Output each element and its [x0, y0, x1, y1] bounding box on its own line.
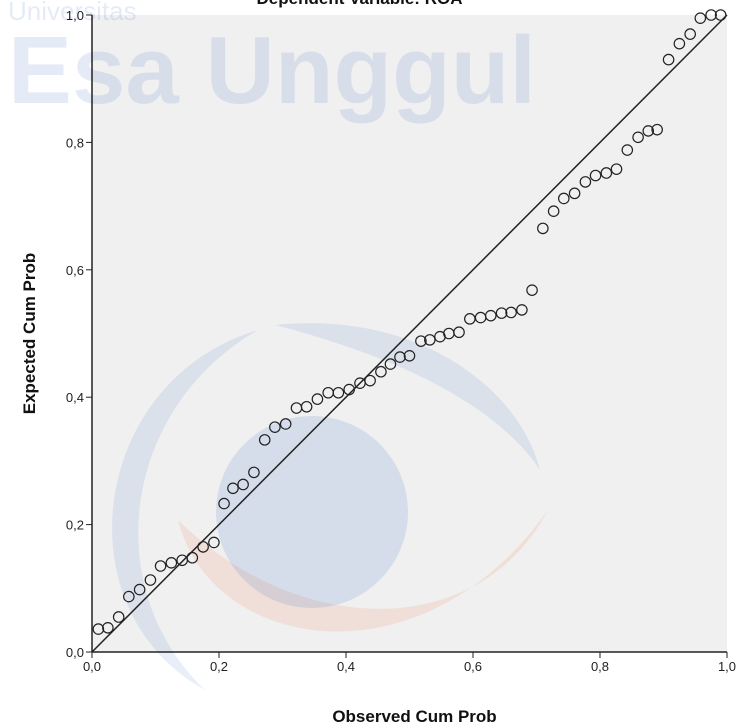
data-point	[92, 623, 105, 635]
data-point	[154, 560, 167, 572]
data-point	[495, 307, 508, 319]
data-point	[651, 123, 663, 136]
data-point	[332, 386, 345, 399]
x-tick-label: 0,2	[210, 659, 228, 674]
y-tick-label: 0,2	[66, 518, 84, 533]
y-tick-label: 0,6	[66, 263, 84, 278]
data-point	[568, 187, 581, 200]
data-point	[300, 400, 313, 413]
x-axis-ticks: 0,0 0,2 0,4 0,6 0,8 1,0	[83, 652, 736, 674]
data-point	[227, 482, 239, 495]
data-point	[526, 284, 538, 296]
data-point	[123, 590, 135, 603]
logo-orange-swoosh	[178, 510, 548, 632]
data-point	[364, 374, 376, 387]
data-point	[343, 383, 355, 396]
data-point	[589, 169, 602, 182]
data-point	[197, 541, 209, 553]
x-tick-label: 0,6	[464, 659, 482, 674]
data-point	[258, 434, 271, 446]
data-point	[237, 478, 249, 491]
x-tick-label: 0,0	[83, 659, 101, 674]
data-points	[92, 9, 727, 635]
data-point	[384, 358, 397, 370]
logo-top-swoosh	[275, 323, 540, 470]
data-point	[311, 393, 324, 405]
data-point	[394, 351, 406, 363]
data-point	[505, 306, 517, 319]
x-axis-title: Observed Cum Prob	[332, 707, 496, 726]
logo-left-swoosh	[112, 330, 258, 690]
data-point	[662, 53, 675, 66]
x-tick-label: 1,0	[718, 659, 736, 674]
y-tick-label: 0,0	[66, 645, 84, 660]
data-point	[547, 205, 560, 217]
data-point	[208, 536, 220, 549]
y-axis-title: Expected Cum Prob	[20, 253, 39, 415]
chart-title: Dependent Variable: ROA	[257, 0, 463, 8]
data-point	[186, 551, 199, 564]
data-point	[415, 335, 427, 347]
y-tick-label: 1,0	[66, 8, 84, 23]
data-point	[165, 557, 178, 569]
x-tick-label: 0,4	[337, 659, 355, 674]
data-point	[248, 466, 260, 479]
data-point	[403, 349, 416, 362]
data-point	[112, 611, 125, 623]
x-tick-label: 0,8	[591, 659, 609, 674]
data-point	[673, 37, 686, 50]
y-tick-label: 0,8	[66, 135, 84, 150]
data-point	[453, 326, 465, 339]
data-point	[579, 176, 592, 188]
data-point	[102, 621, 114, 634]
data-point	[279, 418, 292, 430]
data-point	[714, 9, 727, 21]
data-point	[610, 163, 623, 175]
data-point	[375, 365, 387, 378]
y-axis-ticks: 0,0 0,2 0,4 0,6 0,8 1,0	[66, 8, 92, 660]
data-point	[600, 167, 613, 179]
watermark-text-top: Universitas	[8, 0, 137, 26]
data-point	[218, 497, 230, 510]
data-point	[558, 192, 570, 205]
data-point	[642, 125, 655, 137]
data-point	[705, 9, 717, 21]
data-point	[632, 131, 644, 144]
data-point	[424, 334, 436, 346]
data-point	[516, 304, 528, 316]
data-point	[144, 574, 157, 586]
data-point	[684, 28, 696, 40]
data-point	[621, 144, 634, 156]
data-point	[694, 12, 707, 24]
data-point	[484, 309, 497, 322]
watermark-text-main: Esa Unggul	[8, 17, 536, 124]
y-tick-label: 0,4	[66, 390, 84, 405]
data-point	[269, 421, 281, 433]
data-point	[133, 583, 146, 596]
watermark-logo: Universitas Esa Unggul	[8, 0, 548, 690]
logo-inner-circle	[216, 416, 408, 608]
data-point	[537, 222, 549, 235]
